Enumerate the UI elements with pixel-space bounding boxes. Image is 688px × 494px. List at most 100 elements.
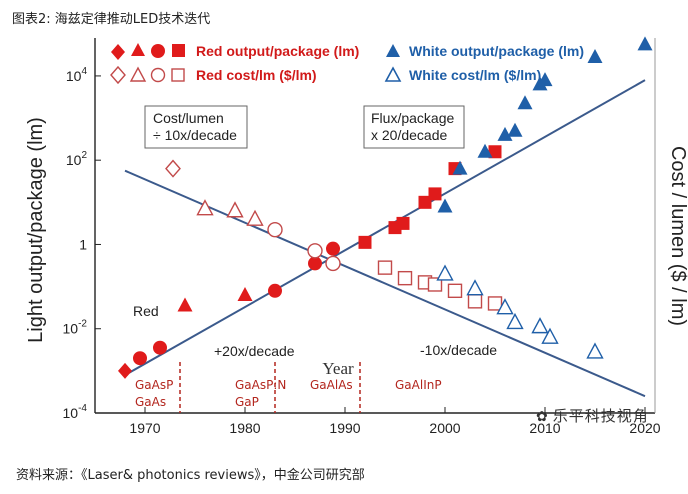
- data-point: [307, 243, 323, 259]
- x-tick-label: 1970: [129, 420, 160, 436]
- material-label: GaAsP: [135, 378, 173, 392]
- data-point: [452, 160, 468, 175]
- legend-red-diamond: [111, 44, 125, 60]
- data-point: [531, 317, 549, 334]
- y-tick-label: 10-4: [63, 403, 88, 421]
- y-tick-label: 1: [79, 236, 87, 252]
- cost-box-line1: Cost/lumen: [153, 110, 224, 126]
- data-point: [153, 340, 167, 355]
- legend-white-cost-marker: [384, 66, 402, 82]
- legend-red-cost: Red cost/lm ($/lm): [196, 67, 317, 83]
- material-labels: GaAsP GaAs GaAsP:N GaP GaAlAs GaAlInP: [135, 378, 442, 409]
- material-label: GaAlInP: [395, 378, 442, 392]
- data-point: [517, 95, 533, 110]
- legend-red-square-open: [171, 68, 185, 82]
- plus-20x-label: +20x/decade: [214, 343, 295, 359]
- legend-red-diamond-open: [110, 65, 126, 85]
- legend-red-cost-markers: [110, 65, 185, 85]
- data-point: [246, 209, 264, 226]
- data-point: [397, 270, 413, 286]
- data-point: [237, 287, 253, 302]
- cost-box-line2: ÷ 10x/decade: [153, 127, 237, 143]
- x-tick-label: 1990: [329, 420, 360, 436]
- data-point: [196, 199, 214, 216]
- data-point: [447, 283, 463, 299]
- data-point: [586, 342, 604, 359]
- data-point: [133, 351, 147, 366]
- red-label: Red: [133, 303, 159, 319]
- legend-red-triangle-open: [129, 66, 147, 82]
- material-label: GaAsP:N: [235, 378, 286, 392]
- x-tick-label: 1980: [229, 420, 260, 436]
- data-point: [466, 279, 484, 296]
- axis-ticks: 1970 1980 1990 2000 2010 2020 104 102 1 10-2 10-4: [63, 66, 661, 436]
- data-point: [587, 48, 603, 63]
- data-point: [267, 222, 283, 238]
- data-point: [418, 195, 432, 209]
- figure-title: 图表2: 海兹定律推动LED技术迭代: [12, 12, 211, 27]
- data-points: [118, 36, 653, 379]
- y-axis-label-right: Cost / lumen ($ / lm): [667, 146, 688, 326]
- legend: Red output/package (lm) Red cost/lm ($/l…: [110, 43, 584, 85]
- y-axis-label-left: Light output/package (lm): [25, 117, 47, 343]
- legend-red-circle-open: [150, 67, 166, 83]
- data-point: [477, 143, 493, 158]
- material-label: GaP: [235, 395, 259, 409]
- data-point: [118, 362, 132, 379]
- data-point: [325, 255, 341, 272]
- legend-white-cost: White cost/lm ($/lm): [409, 67, 541, 83]
- data-point: [177, 297, 193, 312]
- data-point: [496, 298, 514, 315]
- data-point: [436, 264, 454, 281]
- data-point: [507, 122, 523, 137]
- data-point: [428, 187, 442, 201]
- data-point: [537, 72, 553, 87]
- trend-lines: [124, 79, 646, 398]
- x-tick-label: 2020: [629, 420, 660, 436]
- data-point: [358, 235, 372, 249]
- data-point: [377, 260, 393, 275]
- material-label: GaAs: [135, 395, 166, 409]
- legend-white-output-marker: [386, 44, 400, 57]
- y-tick-label: 102: [66, 150, 88, 168]
- data-point: [226, 201, 244, 218]
- trend-line: [124, 79, 646, 376]
- cost-per-lumen-box: Cost/lumen ÷ 10x/decade: [144, 105, 248, 149]
- data-point: [467, 294, 483, 309]
- flux-box-line1: Flux/package: [371, 110, 454, 126]
- data-point: [497, 126, 513, 141]
- y-tick-label: 104: [66, 66, 88, 84]
- material-dividers: [179, 362, 361, 413]
- trend-line: [124, 169, 646, 398]
- minus-10x-label: -10x/decade: [420, 342, 497, 358]
- data-point: [637, 36, 653, 51]
- data-point: [326, 241, 340, 256]
- data-point: [165, 159, 181, 178]
- data-point: [541, 327, 559, 344]
- data-point: [396, 216, 410, 230]
- data-point: [427, 277, 443, 292]
- x-axis-label: Year: [322, 359, 354, 378]
- source-note: 资料来源：《Laser& photonics reviews》，中金公司研究部: [16, 468, 365, 483]
- legend-white-output: White output/package (lm): [409, 43, 584, 59]
- data-point: [268, 283, 282, 298]
- wechat-icon: ✿: [536, 409, 549, 425]
- data-point: [308, 256, 322, 271]
- legend-red-output: Red output/package (lm): [196, 43, 359, 59]
- watermark: ✿ 乐平科技视角: [536, 405, 649, 426]
- watermark-text: 乐平科技视角: [552, 407, 649, 425]
- legend-red-circle: [151, 44, 165, 58]
- legend-red-output-markers: [111, 43, 185, 60]
- data-point: [488, 145, 502, 159]
- plot-frame: [94, 38, 656, 414]
- legend-red-square: [172, 44, 185, 57]
- y-tick-label: 10-2: [63, 319, 88, 337]
- x-tick-label: 2000: [429, 420, 460, 436]
- material-label: GaAlAs: [310, 378, 353, 392]
- x-tick-label: 2010: [529, 420, 560, 436]
- flux-box-line2: x 20/decade: [371, 127, 447, 143]
- legend-red-triangle: [131, 43, 145, 56]
- flux-per-package-box: Flux/package x 20/decade: [363, 105, 465, 149]
- data-point: [437, 198, 453, 213]
